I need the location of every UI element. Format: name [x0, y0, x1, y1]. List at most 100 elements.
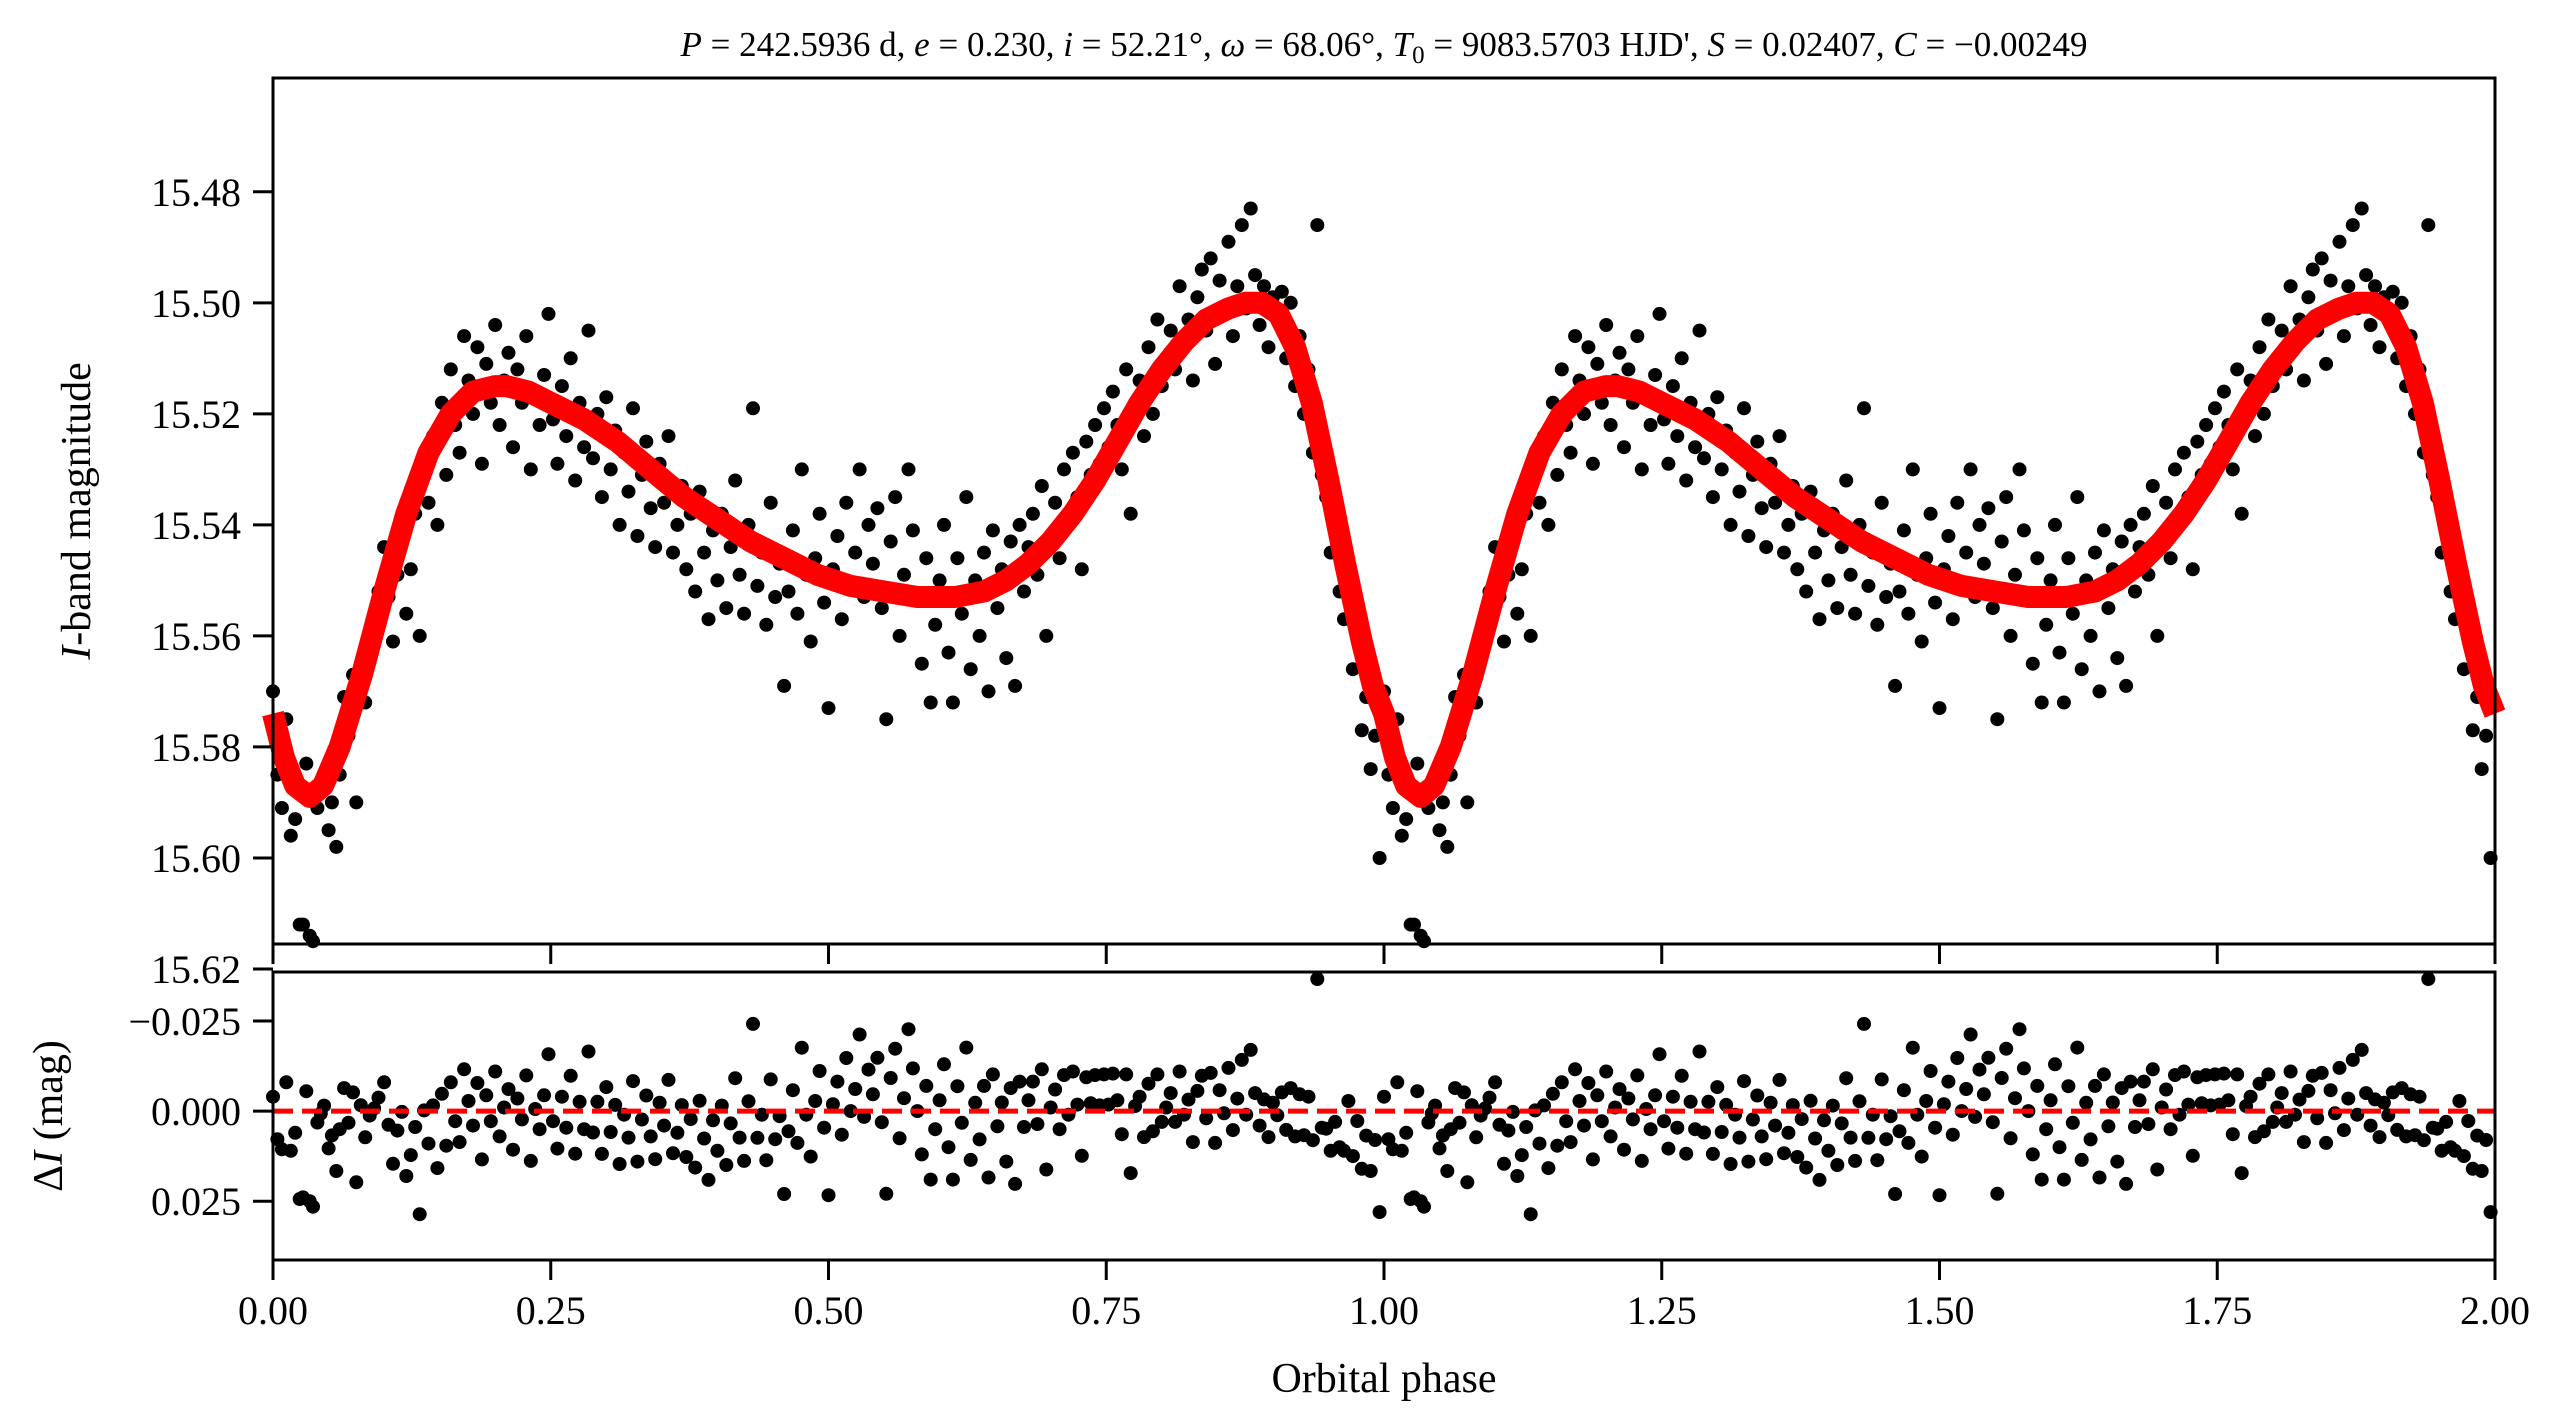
observation-point — [1710, 390, 1725, 405]
observation-point — [1950, 495, 1965, 510]
residual-point — [737, 1153, 752, 1168]
residual-point — [2216, 1066, 2231, 1081]
residual-point — [959, 1040, 974, 1055]
observation-point — [1221, 234, 1236, 249]
residual-point — [541, 1047, 556, 1062]
observation-point — [697, 545, 712, 560]
residual-point — [1625, 1112, 1640, 1127]
residual-point — [1440, 1164, 1455, 1178]
observation-point — [1190, 290, 1205, 305]
observation-point — [817, 595, 832, 610]
residual-point — [1710, 1080, 1725, 1095]
residual-point — [888, 1041, 903, 1056]
residual-point — [1754, 1129, 1769, 1144]
observation-point — [1417, 934, 1431, 949]
observation-point — [1839, 473, 1854, 488]
observation-point — [701, 612, 716, 627]
observation-point — [1039, 628, 1054, 643]
observation-point — [1617, 440, 1631, 455]
residual-point — [501, 1082, 516, 1097]
residual-point — [1861, 1130, 1876, 1145]
observation-point — [1941, 529, 1956, 543]
observation-point — [1643, 418, 1658, 432]
residual-point — [2105, 1095, 2120, 1110]
residual-point — [794, 1040, 809, 1055]
observation-point — [923, 695, 938, 710]
residual-point — [848, 1082, 863, 1096]
residual-point — [608, 1097, 623, 1112]
residual-point — [763, 1072, 778, 1087]
model-curve — [262, 291, 2506, 808]
residual-point — [279, 1075, 294, 1090]
residual-point — [2030, 1078, 2045, 1093]
observation-point — [594, 490, 609, 505]
residual-point — [1532, 1136, 1547, 1151]
residual-point — [572, 1094, 587, 1109]
residual-point — [1692, 1044, 1707, 1059]
residual-point — [1545, 1086, 1560, 1101]
residual-point — [1857, 1016, 1871, 1031]
observation-point — [892, 628, 907, 643]
observation-point — [1310, 218, 1325, 233]
observation-point — [1123, 506, 1138, 521]
residual-point — [1537, 1098, 1551, 1113]
observation-point — [1621, 362, 1636, 377]
residual-point — [1012, 1074, 1027, 1089]
y-label-rest-part: (mag) — [26, 1040, 72, 1151]
residual-point — [1621, 1091, 1636, 1106]
residual-point — [2043, 1093, 2058, 1108]
observation-point — [1554, 362, 1569, 377]
residual-point — [612, 1157, 627, 1171]
observation-point — [2056, 695, 2071, 710]
residual-point — [626, 1074, 640, 1089]
residual-point — [2416, 1133, 2431, 1148]
observation-point — [1514, 562, 1529, 577]
observation-point — [1665, 379, 1680, 394]
observation-point — [728, 473, 743, 488]
residual-point — [377, 1075, 392, 1090]
observation-point — [2296, 373, 2311, 388]
observation-point — [1034, 479, 1049, 493]
observation-point — [821, 701, 836, 716]
residual-point — [732, 1130, 747, 1145]
residual-point — [2016, 1061, 2031, 1076]
bottom-plot-frame — [271, 970, 2497, 1262]
title-part: = 0.230, — [930, 25, 1064, 64]
observation-point — [1065, 445, 1080, 460]
title-part: T — [1393, 25, 1415, 64]
residual-point — [843, 1104, 858, 1119]
observation-point — [550, 456, 565, 471]
residual-point — [852, 1027, 867, 1042]
observation-point — [412, 628, 427, 643]
residual-point — [403, 1148, 418, 1163]
residual-point — [1812, 1172, 1827, 1187]
residual-point — [621, 1130, 636, 1145]
observation-point — [2123, 517, 2138, 532]
residual-point — [1577, 1118, 1591, 1133]
observation-point — [599, 390, 614, 405]
residual-point — [1972, 1062, 1987, 1077]
residual-point — [1799, 1160, 1814, 1175]
observation-point — [612, 517, 627, 532]
observation-point — [1440, 839, 1455, 854]
observation-point — [1697, 451, 1711, 466]
residual-point — [1701, 1094, 1716, 1109]
residual-point — [483, 1114, 498, 1129]
observation-point — [945, 695, 960, 710]
observation-point — [1385, 801, 1400, 815]
residual-point — [1199, 1111, 1214, 1126]
residual-point — [1048, 1082, 1063, 1097]
residual-point — [474, 1152, 489, 1167]
residual-point — [341, 1115, 356, 1130]
residual-point — [2128, 1120, 2142, 1134]
observation-point — [1830, 601, 1845, 616]
residual-point — [2008, 1091, 2022, 1106]
residual-point — [648, 1152, 663, 1167]
observation-point — [1603, 418, 1618, 432]
residual-point — [386, 1156, 400, 1171]
residual-point — [568, 1146, 583, 1161]
residual-point — [390, 1123, 405, 1138]
residual-point — [1390, 1075, 1405, 1090]
observation-point — [657, 495, 672, 510]
